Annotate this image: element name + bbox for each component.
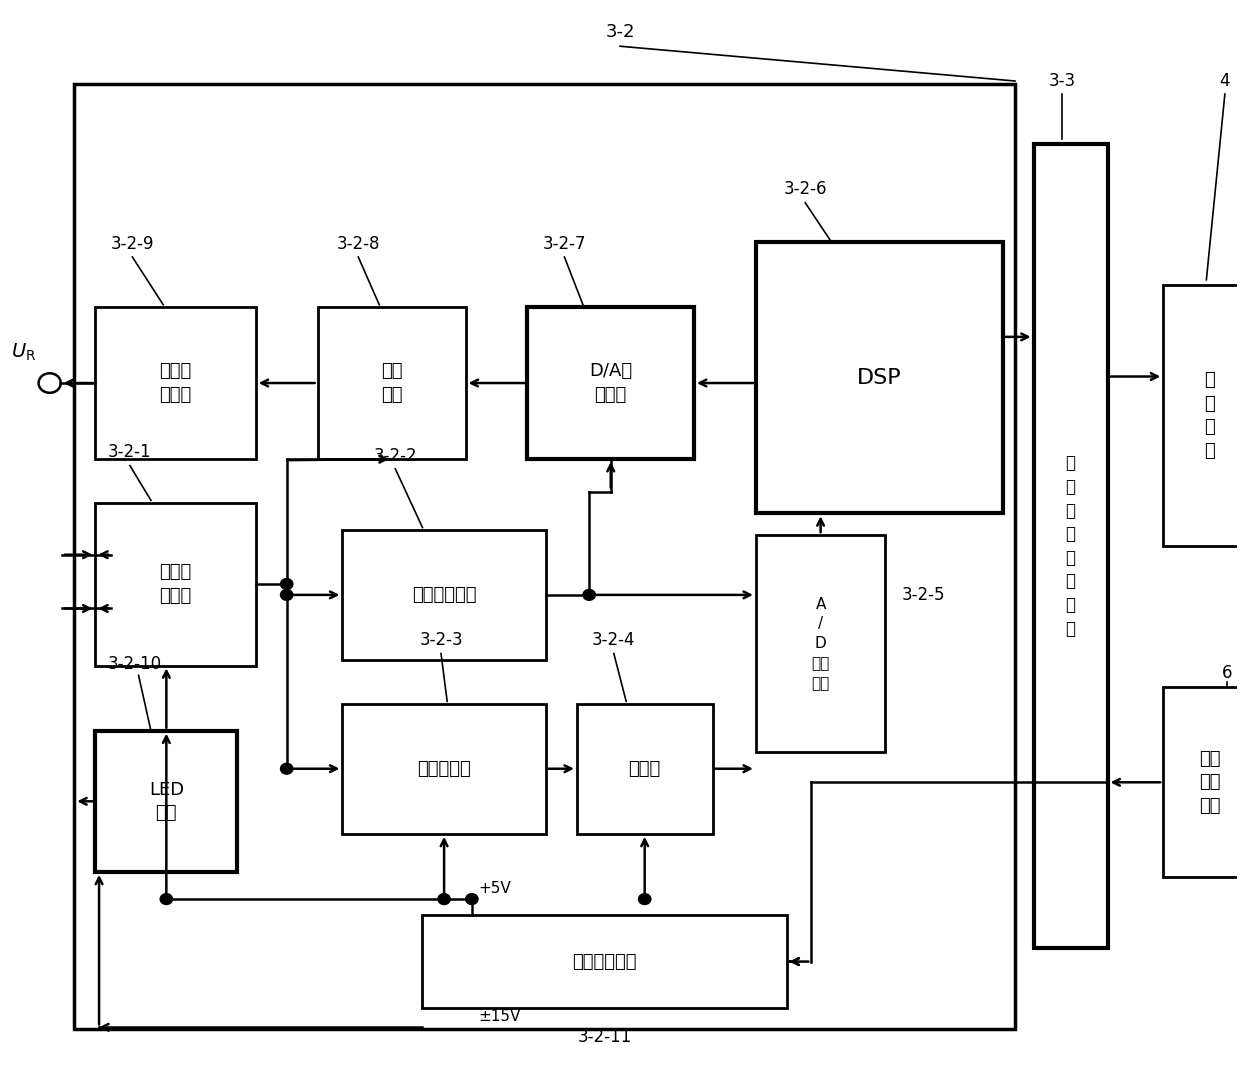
Text: DSP: DSP <box>857 368 901 388</box>
Text: ±15V: ±15V <box>479 1009 521 1024</box>
Text: 3-2-3: 3-2-3 <box>419 631 463 650</box>
Text: 3-3: 3-3 <box>1048 72 1075 90</box>
Text: 3-2-11: 3-2-11 <box>578 1028 632 1046</box>
Text: 3-2-6: 3-2-6 <box>784 180 827 199</box>
Text: 抗混叠滤波器: 抗混叠滤波器 <box>412 586 476 604</box>
Text: +5V: +5V <box>479 881 511 895</box>
Text: $U_\mathrm{R}$: $U_\mathrm{R}$ <box>11 342 36 364</box>
Circle shape <box>466 893 479 904</box>
Text: 4: 4 <box>1220 72 1230 90</box>
Bar <box>342 703 546 834</box>
Circle shape <box>280 579 293 590</box>
Bar <box>95 731 237 871</box>
Bar <box>95 307 255 459</box>
Text: 3-2-10: 3-2-10 <box>108 655 162 673</box>
Text: 3-2-2: 3-2-2 <box>373 447 417 464</box>
Text: 过压保
护模块: 过压保 护模块 <box>160 363 192 404</box>
Bar <box>95 502 255 665</box>
Text: 6: 6 <box>1223 664 1233 681</box>
Circle shape <box>583 590 595 601</box>
Text: 放大
模块: 放大 模块 <box>381 363 402 404</box>
Text: 3-2-8: 3-2-8 <box>336 235 379 252</box>
Bar <box>1163 285 1240 546</box>
Text: D/A转
换模块: D/A转 换模块 <box>589 363 632 404</box>
Text: 直流
电源
模块: 直流 电源 模块 <box>1199 750 1220 815</box>
Text: 放大器: 放大器 <box>629 760 661 778</box>
Text: 3-2-9: 3-2-9 <box>110 235 154 252</box>
Bar <box>756 535 885 752</box>
Text: 电源转换模块: 电源转换模块 <box>573 952 637 971</box>
Text: LED
光源: LED 光源 <box>149 781 184 822</box>
Circle shape <box>160 893 172 904</box>
Circle shape <box>438 893 450 904</box>
Text: 3-2-7: 3-2-7 <box>543 235 587 252</box>
Circle shape <box>280 590 293 601</box>
Bar <box>1163 687 1240 877</box>
Text: 3-2-4: 3-2-4 <box>591 631 636 650</box>
Circle shape <box>280 763 293 774</box>
Bar <box>1033 144 1107 948</box>
Bar <box>74 84 1016 1030</box>
Text: 合
并
单
元: 合 并 单 元 <box>1204 371 1215 460</box>
Text: 3-2-1: 3-2-1 <box>108 443 151 461</box>
Bar <box>423 915 786 1008</box>
Bar <box>577 703 713 834</box>
Text: 光
电
混
合
接
件
模
块: 光 电 混 合 接 件 模 块 <box>1065 454 1075 638</box>
Text: A
/
D
转换
模块: A / D 转换 模块 <box>811 596 830 691</box>
Text: 3-2: 3-2 <box>605 23 635 40</box>
Text: 光电转
换模块: 光电转 换模块 <box>160 563 192 605</box>
Bar <box>527 307 694 459</box>
Bar <box>756 241 1003 513</box>
Bar <box>342 530 546 660</box>
Bar <box>317 307 466 459</box>
Text: 带通滤波器: 带通滤波器 <box>417 760 471 778</box>
Text: 3-2-5: 3-2-5 <box>901 586 945 604</box>
Circle shape <box>639 893 651 904</box>
